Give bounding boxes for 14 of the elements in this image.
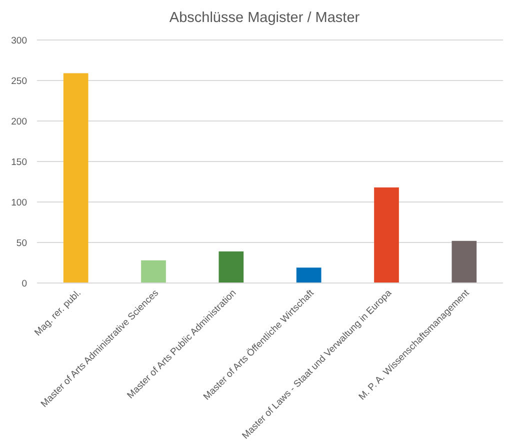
bar	[141, 260, 166, 283]
bar	[452, 240, 477, 283]
y-tick-label: 50	[16, 238, 27, 249]
bar	[218, 251, 244, 283]
y-tick-label: 0	[22, 278, 27, 290]
bar	[296, 268, 322, 283]
y-tick-label: 200	[11, 116, 27, 128]
y-tick-label: 150	[11, 156, 27, 168]
bar	[374, 187, 399, 283]
y-tick-label: 100	[11, 197, 27, 208]
bar	[63, 73, 88, 283]
chart-title: Abschlüsse Magister / Master	[169, 10, 360, 26]
y-tick-label: 300	[11, 35, 27, 46]
y-tick-label: 250	[11, 76, 27, 87]
